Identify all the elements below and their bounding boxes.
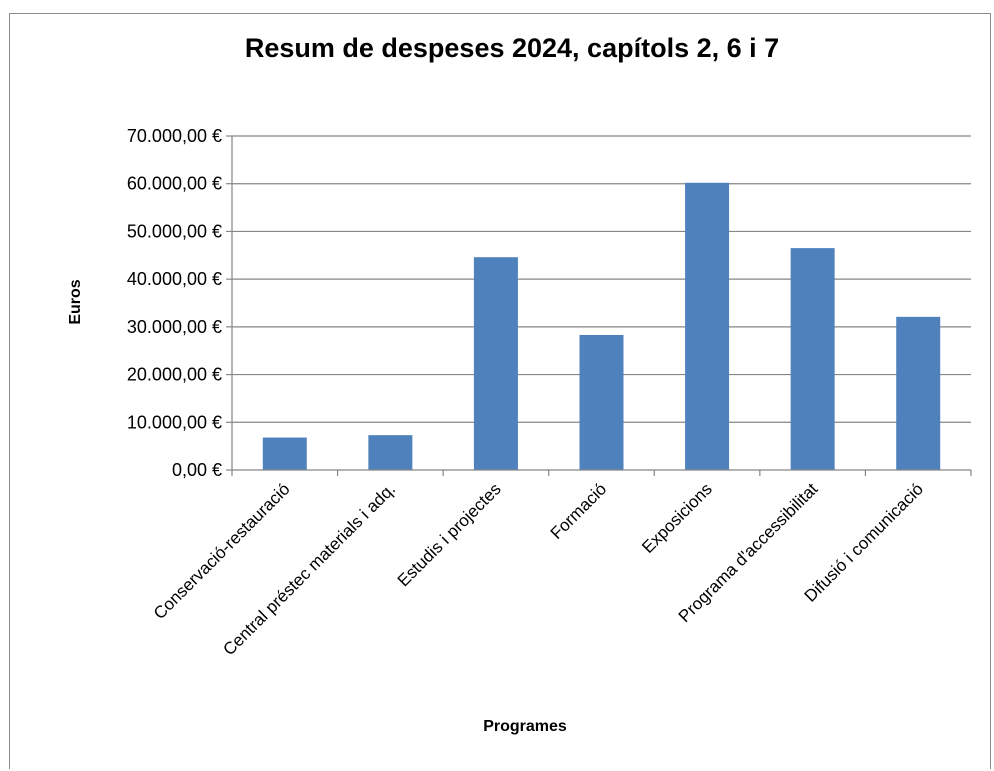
bars	[262, 182, 941, 470]
y-tick-label: 0,00 €	[172, 460, 222, 480]
x-tick-label: Difusió i comunicació	[801, 479, 927, 605]
bar	[473, 257, 518, 470]
axes	[231, 136, 972, 476]
x-tick-label: Formació	[547, 479, 611, 543]
x-tick-label: Exposicions	[638, 479, 716, 557]
chart-title: Resum de despeses 2024, capítols 2, 6 i …	[245, 33, 779, 63]
y-tick-label: 20.000,00 €	[127, 365, 222, 385]
y-tick-label: 70.000,00 €	[127, 126, 222, 146]
bar	[368, 435, 413, 470]
y-tick-label: 50.000,00 €	[127, 221, 222, 241]
bar	[685, 182, 730, 470]
y-tick-label: 10.000,00 €	[127, 412, 222, 432]
bar	[896, 316, 941, 470]
x-tick-label: Central préstec materials i adq.	[219, 479, 399, 659]
bar	[790, 248, 835, 470]
y-tick-label: 40.000,00 €	[127, 269, 222, 289]
x-tick-label: Estudis i projectes	[394, 479, 505, 590]
y-axis-title: Euros	[67, 279, 84, 324]
y-tick-label: 60.000,00 €	[127, 174, 222, 194]
y-tick-labels: 0,00 € 10.000,00 € 20.000,00 € 30.000,00 € 4…	[127, 126, 222, 480]
bar	[262, 437, 307, 470]
y-tick-label: 30.000,00 €	[127, 317, 222, 337]
bar	[579, 334, 624, 470]
x-axis-title: Programes	[483, 718, 567, 735]
